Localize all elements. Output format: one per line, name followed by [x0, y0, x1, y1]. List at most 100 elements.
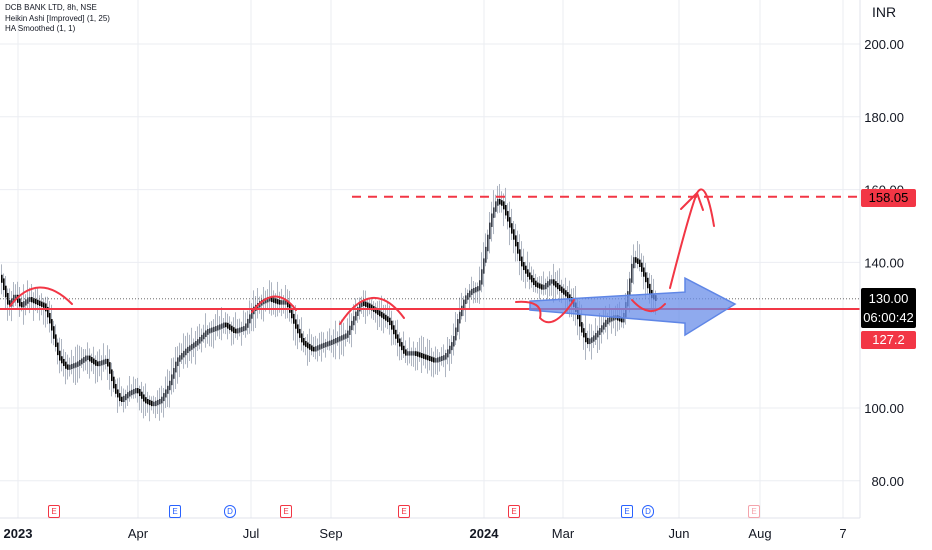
candle-body: [503, 201, 505, 210]
candle-body: [587, 337, 589, 345]
candle-body: [133, 388, 135, 395]
hand-drawn-arc: [9, 286, 73, 307]
candle-body: [93, 358, 95, 365]
legend-indicator-heikin-ashi[interactable]: Heikin Ashi [Improved] (1, 25): [5, 13, 110, 23]
candle-body: [345, 333, 347, 339]
candle-body: [521, 256, 523, 267]
candle-body: [127, 392, 129, 399]
dividend-event-marker[interactable]: D: [224, 505, 236, 518]
candle-body: [5, 285, 7, 298]
candle-body: [435, 358, 437, 363]
candle-body: [603, 322, 605, 330]
candle-body: [341, 335, 343, 341]
candle-body: [539, 283, 541, 289]
candle-body: [333, 338, 335, 345]
earnings-event-marker[interactable]: E: [280, 505, 292, 518]
earnings-event-marker[interactable]: E: [621, 505, 633, 518]
candle-body: [463, 299, 465, 311]
candle-body: [455, 327, 457, 341]
earnings-event-marker[interactable]: E: [508, 505, 520, 518]
candle-body: [147, 398, 149, 405]
candle-body: [643, 267, 645, 277]
x-tick-label: Sep: [319, 526, 342, 541]
legend-symbol[interactable]: DCB BANK LTD, 8h, NSE: [5, 3, 97, 12]
x-tick-label: Jul: [243, 526, 260, 541]
candle-body: [315, 346, 317, 352]
earnings-event-marker[interactable]: E: [48, 505, 60, 518]
earnings-event-marker[interactable]: E: [748, 505, 760, 518]
candle-body: [53, 326, 55, 339]
candle-body: [439, 356, 441, 362]
candle-body: [557, 282, 559, 290]
candle-body: [491, 213, 493, 227]
candle-body: [203, 332, 205, 340]
candle-body: [499, 198, 501, 205]
candle-body: [589, 338, 591, 345]
candle-body: [67, 364, 69, 370]
candle-body: [293, 313, 295, 324]
candle-body: [553, 279, 555, 286]
dividend-event-marker[interactable]: D: [642, 505, 654, 518]
candle-body: [187, 346, 189, 354]
candle-body: [167, 385, 169, 394]
candle-body: [475, 287, 477, 293]
candle-body: [365, 301, 367, 307]
candle-body: [517, 242, 519, 254]
candle-body: [591, 337, 593, 343]
candle-body: [25, 299, 27, 306]
candle-body: [399, 338, 401, 347]
candle-body: [87, 355, 89, 360]
candle-body: [209, 328, 211, 334]
candle-body: [533, 277, 535, 286]
candle-body: [233, 327, 235, 334]
candle-body: [239, 327, 241, 333]
candle-body: [387, 316, 389, 323]
candle-body: [135, 388, 137, 394]
candle-body: [555, 281, 557, 288]
candle-body: [531, 275, 533, 283]
candle-body: [513, 229, 515, 240]
chart-grid: [0, 0, 860, 518]
candle-body: [289, 302, 291, 313]
candle-body: [207, 329, 209, 335]
candle-body: [159, 398, 161, 405]
hand-drawn-arc: [515, 299, 575, 324]
candle-body: [353, 316, 355, 326]
candle-body: [139, 388, 141, 397]
candle-body: [401, 342, 403, 351]
legend-indicator-ha-smoothed[interactable]: HA Smoothed (1, 1): [5, 24, 76, 33]
candle-body: [371, 304, 373, 311]
earnings-event-marker[interactable]: E: [169, 505, 181, 518]
candle-body: [283, 300, 285, 305]
candle-body: [221, 323, 223, 329]
candle-body: [297, 324, 299, 334]
candle-body: [157, 399, 159, 406]
candle-body: [525, 265, 527, 274]
candle-body: [201, 334, 203, 342]
candle-body: [181, 353, 183, 360]
candle-body: [313, 346, 315, 352]
candle-body: [411, 351, 413, 356]
candle-body: [95, 359, 97, 366]
candle-body: [119, 393, 121, 402]
x-tick-label: Aug: [748, 526, 771, 541]
time-axis[interactable]: 2023 Apr Jul Sep 2024 Mar Jun Aug 7: [0, 517, 860, 541]
candle-body: [601, 325, 603, 333]
candle-body: [417, 351, 419, 357]
candle-body: [227, 322, 229, 329]
candle-body: [299, 328, 301, 338]
candle-body: [307, 342, 309, 349]
candle-body: [619, 316, 621, 322]
candle-body: [281, 300, 283, 305]
candle-body: [41, 301, 43, 307]
candle-body: [173, 368, 175, 379]
candle-body: [271, 296, 273, 303]
earnings-event-marker[interactable]: E: [398, 505, 410, 518]
candle-body: [593, 335, 595, 342]
target-projection-curve: [669, 188, 715, 289]
candle-body: [447, 349, 449, 358]
candle-body: [177, 357, 179, 367]
candle-body: [595, 333, 597, 340]
